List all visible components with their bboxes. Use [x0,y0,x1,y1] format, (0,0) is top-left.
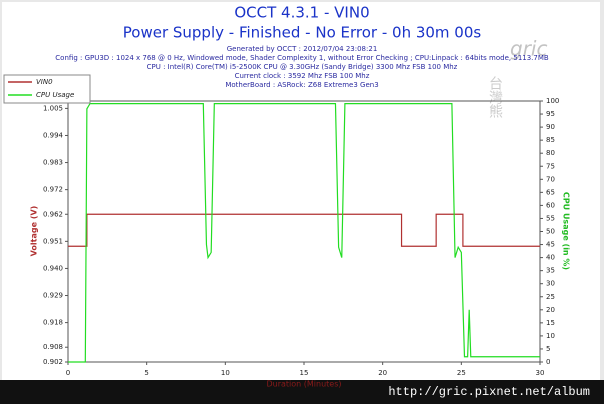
legend-box [3,74,91,104]
y-tick-label: 0.902 [43,358,63,366]
info-line: Generated by OCCT : 2012/07/04 23:08:21 [227,45,378,53]
y2-tick-label: 60 [546,201,555,209]
x-tick-label: 30 [536,369,545,377]
y2-tick-label: 0 [546,358,550,366]
y-tick-label: 0.929 [43,292,63,300]
y-tick-label: 0.972 [43,186,63,194]
y2-tick-label: 75 [546,162,555,170]
x-tick-label: 25 [457,369,466,377]
y2-tick-label: 85 [546,136,555,144]
info-line: Current clock : 3592 Mhz FSB 100 Mhz [235,72,370,80]
y-tick-label: 1.005 [43,104,63,112]
y2-tick-label: 55 [546,214,555,222]
y2-tick-label: 20 [546,306,555,314]
x-tick-label: 15 [300,369,309,377]
series-line [68,103,540,363]
info-line: Config : GPU3D : 1024 x 768 @ 0 Hz, Wind… [55,54,549,62]
y-tick-label: 0.918 [43,319,63,327]
y2-axis-label: CPU Usage (in %) [562,192,571,270]
y-tick-label: 0.940 [43,264,63,272]
legend-label: VIN0 [36,78,53,86]
y2-tick-label: 50 [546,228,555,236]
y-tick-label: 0.994 [43,131,64,139]
watermark: http://gric.pixnet.net/album [388,385,590,399]
y2-tick-label: 65 [546,188,555,196]
x-tick-label: 5 [144,369,148,377]
y2-tick-label: 5 [546,345,550,353]
y2-tick-label: 80 [546,149,555,157]
y2-tick-label: 25 [546,293,555,301]
series-line [68,213,540,247]
y2-tick-label: 70 [546,175,555,183]
background [2,2,600,380]
info-line: CPU : Intel(R) Core(TM) i5-2500K CPU @ 3… [147,63,458,71]
y2-tick-label: 90 [546,123,555,131]
logo: 台灣熊 [487,76,503,119]
footer-bar [0,380,604,404]
logo: gric [510,37,547,61]
x-tick-label: 0 [66,369,70,377]
y-tick-label: 0.983 [43,159,63,167]
legend-label: CPU Usage [36,91,74,99]
y-tick-label: 0.962 [43,210,63,218]
y2-tick-label: 30 [546,280,555,288]
chart-title: OCCT 4.3.1 - VIN0 [234,4,369,22]
y2-tick-label: 100 [546,97,559,105]
y-tick-label: 0.908 [43,343,63,351]
x-tick-label: 10 [221,369,230,377]
y2-tick-label: 40 [546,254,555,262]
y-tick-label: 0.951 [43,237,63,245]
y-axis-label: Voltage (V) [30,206,39,257]
x-tick-label: 20 [378,369,387,377]
y2-tick-label: 95 [546,110,555,118]
y2-tick-label: 15 [546,319,555,327]
x-axis-label: Duration (Minutes) [266,380,341,389]
y2-tick-label: 45 [546,241,555,249]
chart-subtitle: Power Supply - Finished - No Error - 0h … [123,24,482,42]
y2-tick-label: 10 [546,332,555,340]
y2-tick-label: 35 [546,267,555,275]
info-line: MotherBoard : ASRock: Z68 Extreme3 Gen3 [225,81,378,89]
